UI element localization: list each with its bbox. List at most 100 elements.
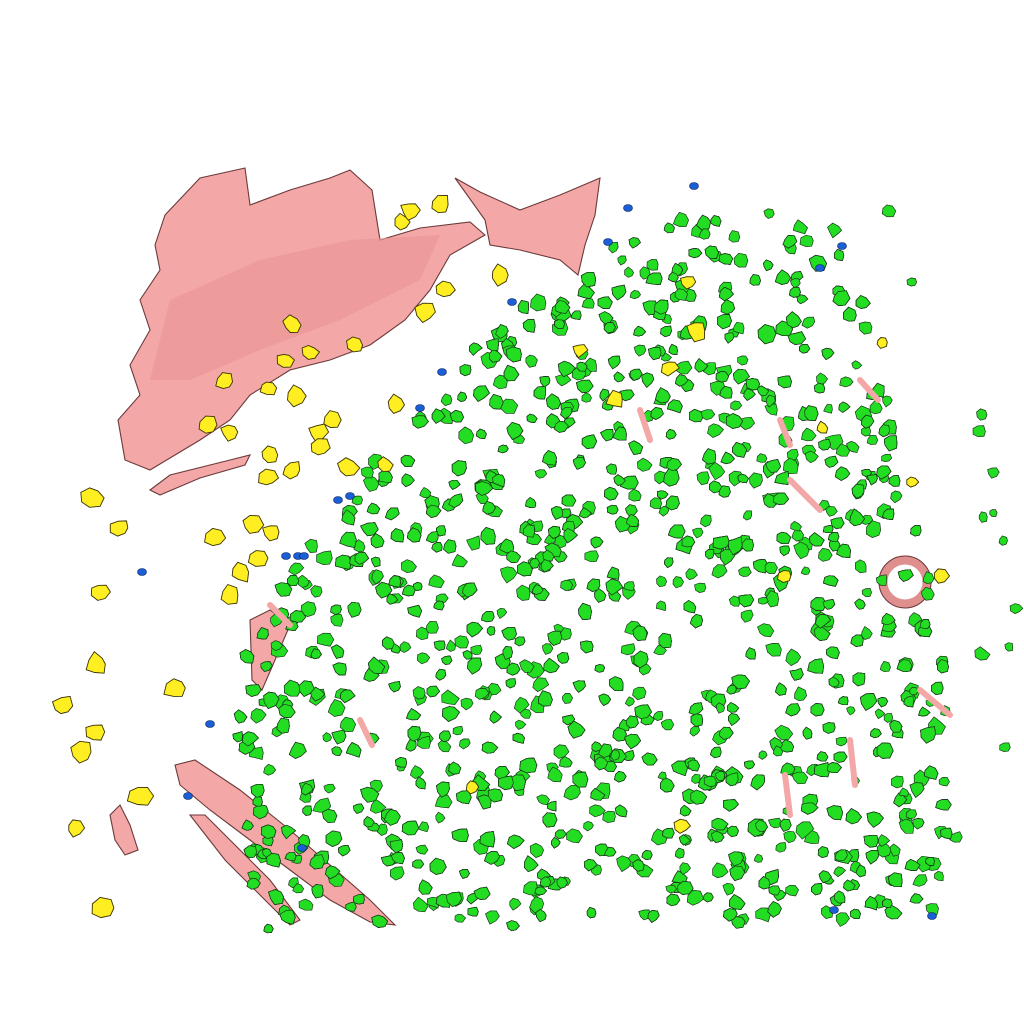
green-particle [441, 655, 453, 665]
green-particle [765, 394, 776, 408]
yellow-particle [215, 372, 233, 389]
green-particle [861, 588, 872, 598]
green-particle [256, 627, 269, 640]
green-particle [905, 809, 918, 819]
green-particle [865, 520, 882, 538]
green-particle [763, 208, 775, 219]
green-particle [772, 492, 790, 505]
green-particle [688, 702, 704, 716]
green-particle [972, 425, 986, 438]
green-particle [417, 735, 431, 749]
green-particle [738, 594, 755, 608]
green-particle [881, 204, 897, 218]
yellow-particle [242, 514, 265, 534]
green-particle [506, 834, 525, 850]
green-particle [505, 346, 522, 363]
green-particle [849, 908, 861, 919]
green-particle [617, 255, 627, 266]
green-particle [846, 706, 856, 716]
green-particle [686, 889, 705, 906]
green-particle [924, 765, 939, 780]
yellow-particle [572, 344, 589, 359]
green-particle [584, 550, 599, 563]
green-particle [556, 652, 570, 664]
green-particle [536, 794, 550, 806]
green-particle [515, 719, 527, 730]
green-particle [791, 771, 809, 785]
green-particle [782, 235, 798, 249]
green-particle [790, 520, 802, 532]
green-particle [987, 467, 1000, 479]
green-particle [737, 473, 750, 484]
green-particle [689, 614, 703, 629]
green-particle [462, 582, 478, 598]
yellow-particles [51, 194, 951, 919]
green-particle [898, 818, 915, 834]
green-particle [496, 607, 508, 620]
green-particle [253, 804, 269, 820]
green-particle [371, 914, 389, 928]
green-particle [912, 818, 925, 830]
green-particle [664, 557, 674, 569]
green-particle [534, 469, 548, 479]
blue-particle [333, 496, 343, 504]
green-particle [551, 836, 561, 849]
green-particle [816, 372, 829, 386]
green-particle [882, 395, 893, 408]
green-particle [302, 805, 312, 816]
green-particle [613, 474, 626, 487]
green-particle [833, 866, 847, 878]
green-particle [628, 488, 642, 502]
green-particle [439, 730, 452, 742]
green-particle [883, 435, 898, 452]
green-particle [415, 776, 426, 790]
green-particle [869, 400, 883, 415]
green-particle [589, 804, 606, 818]
green-particle [263, 763, 277, 776]
green-particle [833, 248, 845, 261]
green-particle [541, 643, 554, 655]
green-particle [407, 725, 422, 742]
green-particle [724, 332, 735, 344]
green-particle [263, 923, 274, 934]
green-particle [360, 522, 379, 537]
green-particle [866, 434, 879, 445]
green-particle [822, 524, 834, 533]
green-particle [457, 391, 468, 402]
green-particle [674, 288, 688, 301]
green-particle [298, 680, 315, 697]
green-particle [628, 237, 641, 249]
green-particle [378, 469, 393, 483]
green-particle [606, 566, 620, 580]
green-particle [854, 598, 866, 610]
green-particle [998, 535, 1008, 546]
green-particle [931, 681, 944, 695]
green-particle [516, 584, 531, 601]
green-particle [817, 846, 829, 858]
green-particle [506, 662, 521, 676]
green-particle [287, 575, 300, 587]
green-particle [757, 623, 775, 638]
green-particle [720, 451, 735, 465]
green-particle [330, 604, 342, 615]
green-particle [624, 266, 634, 278]
green-particle [252, 795, 263, 807]
green-particle [749, 274, 761, 286]
blue-particle [815, 264, 825, 272]
green-particle [300, 601, 317, 617]
green-particle [250, 708, 267, 724]
membrane-sheet-inner [150, 235, 440, 380]
green-particle [434, 793, 453, 809]
yellow-particle [686, 322, 706, 343]
green-particle [363, 816, 375, 828]
green-particle [597, 296, 613, 309]
green-particle [366, 502, 381, 515]
green-particle [533, 386, 547, 400]
green-particle [772, 745, 784, 757]
green-particle [401, 820, 420, 836]
green-particle [648, 347, 662, 361]
green-particle [560, 579, 574, 591]
green-particle [388, 681, 401, 693]
green-particle [675, 374, 689, 387]
green-particle [417, 652, 431, 665]
